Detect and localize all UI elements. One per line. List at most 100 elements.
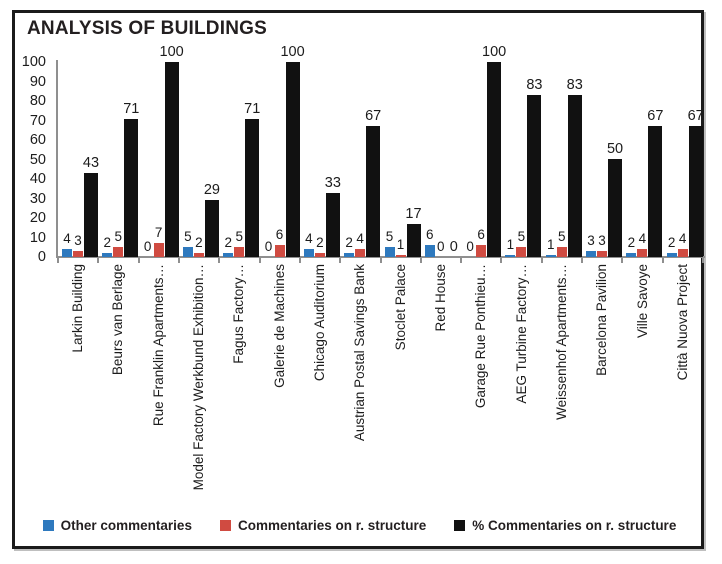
bar-pct bbox=[124, 119, 139, 257]
bar-structure bbox=[637, 249, 648, 257]
y-tick-label: 100 bbox=[21, 54, 46, 70]
value-label: 5 bbox=[235, 229, 243, 244]
y-tick-label: 80 bbox=[29, 93, 46, 109]
bar-structure bbox=[395, 255, 406, 257]
value-label: 67 bbox=[647, 108, 664, 124]
value-label: 29 bbox=[203, 182, 220, 198]
value-label: 0 bbox=[449, 239, 458, 255]
category-label: Larkin Building bbox=[70, 264, 86, 353]
category-label: Rue Franklin Apartments… bbox=[150, 264, 166, 427]
bar-structure bbox=[153, 243, 164, 257]
x-axis-tick bbox=[419, 258, 422, 263]
bar-structure bbox=[597, 251, 608, 257]
category-label: Ville Savoye bbox=[634, 264, 650, 339]
value-label: 2 bbox=[103, 235, 112, 250]
bar-structure bbox=[234, 247, 245, 257]
value-label: 6 bbox=[275, 227, 284, 242]
bar-pct bbox=[406, 224, 421, 257]
x-axis-tick bbox=[218, 258, 221, 263]
value-label: 100 bbox=[159, 44, 184, 60]
value-label: 5 bbox=[517, 229, 526, 244]
y-axis-line bbox=[56, 60, 58, 258]
bar-other bbox=[182, 247, 193, 257]
legend-item: % Commentaries on r. structure bbox=[454, 518, 676, 533]
bar-other bbox=[505, 255, 516, 257]
value-label: 2 bbox=[316, 235, 324, 250]
legend-item: Commentaries on r. structure bbox=[219, 517, 427, 533]
value-label: 1 bbox=[506, 237, 515, 252]
bar-other bbox=[344, 253, 355, 257]
legend-label: % Commentaries on r. structure bbox=[472, 517, 677, 533]
value-label: 2 bbox=[195, 235, 203, 250]
value-label: 2 bbox=[345, 235, 353, 250]
value-label: 0 bbox=[143, 239, 152, 254]
value-label: 4 bbox=[305, 231, 313, 246]
bar-other bbox=[586, 251, 597, 257]
bar-pct bbox=[648, 126, 663, 257]
value-label: 5 bbox=[385, 229, 394, 244]
legend-label: Commentaries on r. structure bbox=[237, 517, 427, 533]
value-label: 83 bbox=[566, 77, 583, 93]
x-axis-tick bbox=[97, 258, 100, 263]
value-label: 3 bbox=[598, 233, 606, 248]
bar-pct bbox=[285, 62, 300, 257]
category-label: AEG Turbine Factory… bbox=[513, 264, 529, 404]
value-label: 71 bbox=[123, 101, 140, 117]
category-label: Beurs van Berlage bbox=[110, 264, 126, 376]
y-tick-label: 0 bbox=[37, 249, 46, 265]
value-label: 0 bbox=[466, 239, 474, 254]
value-label: 2 bbox=[627, 235, 636, 250]
value-label: 5 bbox=[557, 229, 566, 244]
bar-other bbox=[545, 255, 556, 257]
bar-other bbox=[223, 253, 234, 257]
x-axis-tick bbox=[137, 258, 140, 263]
value-label: 2 bbox=[224, 235, 232, 250]
value-label: 4 bbox=[356, 231, 364, 246]
bar-pct bbox=[204, 200, 219, 257]
bar-pct bbox=[366, 126, 381, 257]
bar-structure bbox=[274, 245, 285, 257]
bar-structure bbox=[73, 251, 83, 257]
category-label: Garage Rue Ponthieu… bbox=[473, 264, 489, 409]
category-label: Galerie de Machines bbox=[271, 264, 287, 388]
bar-other bbox=[666, 253, 677, 257]
x-axis-tick bbox=[177, 258, 180, 263]
bar-pct bbox=[325, 193, 340, 257]
bar-other bbox=[384, 247, 395, 257]
category-label: Weissenhof Apartments… bbox=[553, 264, 569, 420]
bar-pct bbox=[84, 173, 98, 257]
category-label: Stoclet Palace bbox=[392, 264, 408, 351]
bar-pct bbox=[688, 126, 703, 257]
value-label: 71 bbox=[244, 101, 261, 117]
value-label: 2 bbox=[667, 235, 676, 250]
bar-other bbox=[62, 249, 72, 257]
x-axis-tick bbox=[581, 258, 584, 263]
value-label: 3 bbox=[587, 233, 595, 248]
value-label: 5 bbox=[114, 229, 123, 244]
bar-structure bbox=[556, 247, 567, 257]
bar-other bbox=[424, 245, 435, 257]
category-label: Austrian Postal Savings Bank bbox=[352, 264, 368, 442]
bar-pct bbox=[567, 95, 582, 257]
value-label: 0 bbox=[437, 239, 445, 254]
bar-structure bbox=[476, 245, 487, 257]
value-label: 5 bbox=[184, 229, 192, 244]
value-label: 6 bbox=[426, 227, 434, 242]
legend-swatch-icon bbox=[42, 519, 54, 531]
y-tick-label: 20 bbox=[29, 210, 46, 226]
value-label: 100 bbox=[280, 44, 305, 60]
x-axis-tick bbox=[298, 258, 301, 263]
bar-other bbox=[626, 253, 637, 257]
x-axis-tick bbox=[500, 258, 503, 263]
y-tick-label: 70 bbox=[29, 112, 46, 129]
legend-swatch-icon bbox=[219, 519, 231, 531]
legend-item: Other commentaries bbox=[42, 518, 192, 533]
bar-other bbox=[102, 253, 113, 257]
x-axis-tick bbox=[702, 258, 704, 263]
y-tick-label: 40 bbox=[29, 171, 46, 187]
bar-structure bbox=[193, 253, 204, 257]
value-label: 4 bbox=[678, 231, 687, 246]
value-label: 1 bbox=[546, 237, 555, 252]
value-label: 6 bbox=[477, 227, 485, 242]
value-label: 33 bbox=[324, 175, 341, 191]
